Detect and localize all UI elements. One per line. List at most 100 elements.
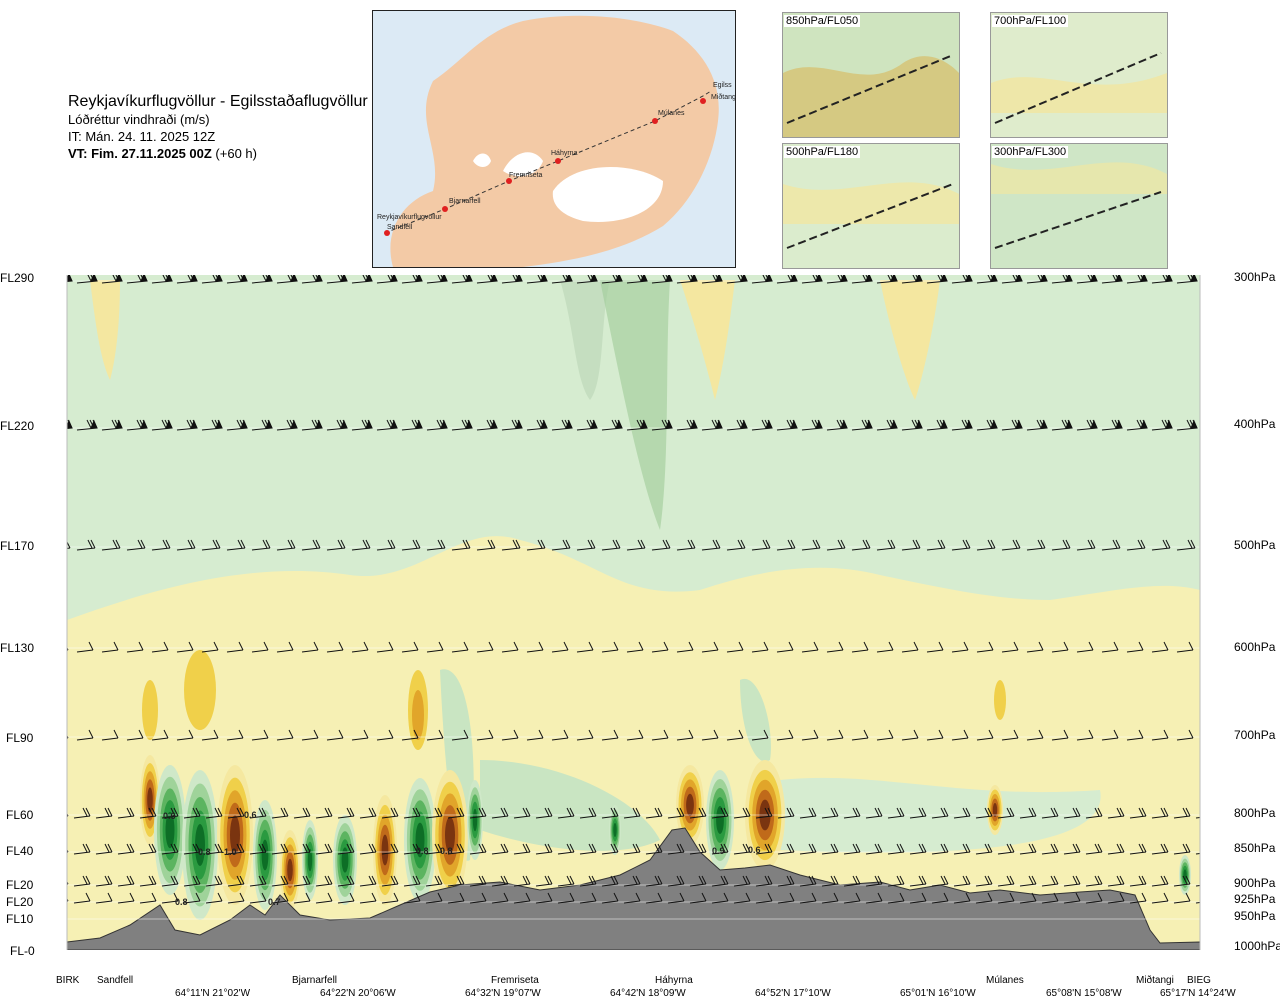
wind-barb-feather	[1138, 843, 1144, 853]
wind-barb-flag	[665, 419, 673, 429]
wind-barb-feather	[90, 539, 96, 549]
wind-barb-shaft	[951, 649, 969, 653]
init-time: IT: Mán. 24. 11. 2025 12Z	[68, 129, 216, 144]
wind-barb-feather	[913, 641, 919, 651]
wind-barb-shaft	[751, 547, 771, 551]
wind-barb-feather	[85, 892, 91, 902]
wind-barb-feather	[547, 843, 553, 853]
convective-cell	[307, 848, 313, 872]
wind-barb-flag	[415, 275, 423, 282]
wind-barb-shaft	[953, 900, 971, 904]
wind-barb-feather	[313, 641, 319, 651]
wind-barb-feather	[165, 539, 171, 549]
wind-barb-feather	[762, 275, 767, 282]
wind-barb-shaft	[293, 900, 311, 904]
downdraft-column	[994, 680, 1006, 720]
wind-barb-feather	[112, 275, 117, 282]
wind-barb-feather	[195, 875, 201, 885]
wind-barb-feather	[610, 843, 616, 853]
fl-label: FL90	[6, 731, 34, 745]
wind-barb-feather	[283, 892, 289, 902]
wind-barb-shaft	[535, 815, 553, 819]
wind-barb-feather	[1009, 807, 1015, 817]
mini-map-svg	[783, 144, 959, 268]
convective-cell	[165, 811, 175, 849]
wind-barb-shaft	[1107, 815, 1125, 819]
wind-barb-feather	[1185, 843, 1191, 853]
hpa-label: 600hPa	[1234, 640, 1276, 654]
wind-barb-flag	[140, 419, 148, 429]
wind-barb-feather	[855, 807, 861, 817]
wind-barb-feather	[148, 807, 154, 817]
wind-barb-feather	[742, 875, 748, 885]
wind-barb-feather	[465, 539, 471, 549]
route-map-svg: Reykjavíkurflugvöllur Sandfell Bjarnarfe…	[373, 11, 735, 267]
wind-barb-feather	[388, 729, 394, 739]
wind-barb-shaft	[491, 883, 509, 887]
wind-barb-shaft	[601, 547, 621, 551]
wind-barb-feather	[1190, 539, 1196, 549]
hpa-label: 500hPa	[1234, 538, 1276, 552]
wind-barb-flag	[665, 275, 673, 282]
wind-barb-feather	[1116, 807, 1122, 817]
wind-barb-feather	[590, 539, 596, 549]
wind-barb-feather	[888, 641, 894, 651]
wind-barb-feather	[412, 843, 418, 853]
wind-barb-flag	[740, 419, 748, 429]
wind-barb-feather	[632, 875, 638, 885]
wind-barb-feather	[786, 807, 792, 817]
wind-barb-feather	[863, 729, 869, 739]
wind-barb-shaft	[667, 900, 685, 904]
wind-barb-flag	[115, 419, 123, 429]
wind-barb-feather	[1138, 807, 1144, 817]
wind-barb-feather	[412, 539, 418, 549]
wind-barb-feather	[833, 807, 839, 817]
wind-barb-feather	[459, 875, 465, 885]
wind-barb-shaft	[535, 883, 553, 887]
wind-barb-feather	[1111, 419, 1117, 429]
wind-barb-shaft	[777, 851, 795, 855]
wind-barb-feather	[236, 807, 242, 817]
wind-barb-feather	[338, 729, 344, 739]
wind-barb-shaft	[601, 900, 619, 904]
wind-barb-shaft	[1101, 649, 1119, 653]
wind-barb-flag	[740, 275, 748, 282]
wind-barb-feather	[738, 641, 744, 651]
wind-barb-feather	[654, 807, 660, 817]
wind-barb-feather	[1188, 641, 1194, 651]
wind-barb-shaft	[491, 900, 509, 904]
wind-barb-feather	[337, 275, 342, 282]
wind-barb-feather	[503, 875, 509, 885]
wind-barb-feather	[921, 892, 927, 902]
wind-barb-shaft	[117, 815, 135, 819]
wind-barb-feather	[987, 807, 993, 817]
wind-barb-shaft	[337, 815, 355, 819]
wind-barb-feather	[833, 875, 839, 885]
wind-barb-shaft	[425, 815, 443, 819]
convective-cell	[472, 808, 478, 832]
wind-barb-feather	[640, 539, 646, 549]
wind-barb-shaft	[953, 851, 971, 855]
wind-barb-feather	[698, 843, 704, 853]
wind-barb-feather	[877, 843, 883, 853]
wind-barb-feather	[522, 807, 528, 817]
wind-barb-feather	[415, 892, 421, 902]
wind-barb-feather	[148, 875, 154, 885]
mini-map-label: 300hPa/FL300	[992, 146, 1069, 158]
wind-barb-feather	[676, 875, 682, 885]
wind-barb-feather	[236, 419, 242, 429]
wind-barb-shaft	[843, 851, 861, 855]
wind-barb-feather	[136, 419, 142, 429]
wind-barb-feather	[1053, 807, 1059, 817]
wind-barb-feather	[588, 729, 594, 739]
wind-barb-feather	[263, 729, 269, 739]
wind-barb-feather	[544, 843, 550, 853]
waypoint-label: Miðtangi	[711, 93, 735, 101]
wind-barb-feather	[436, 419, 442, 429]
wind-barb-shaft	[117, 883, 135, 887]
wind-barb-feather	[1011, 419, 1017, 429]
wind-barb-feather	[511, 419, 517, 429]
wind-barb-feather	[1141, 875, 1147, 885]
wind-barb-shaft	[576, 737, 594, 741]
wind-barb-feather	[569, 892, 575, 902]
